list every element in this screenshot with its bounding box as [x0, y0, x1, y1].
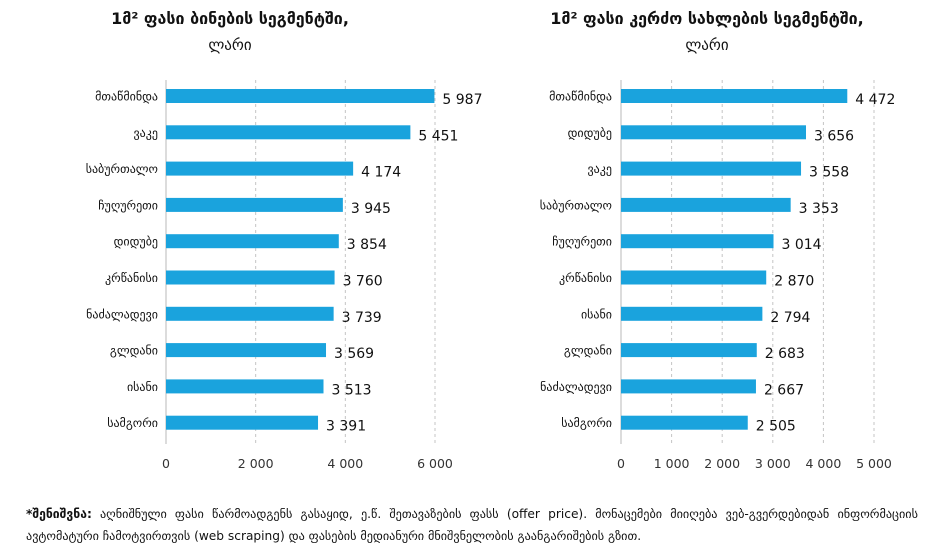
x-tick-label: 4 000	[806, 456, 842, 471]
chart-2: 1მ² ფასი კერძო სახლების სეგმენტში, ლარი 0 1…	[540, 9, 896, 471]
value-label: 3 569	[334, 346, 374, 362]
category-label: მთაწმინდა	[549, 90, 612, 104]
bar	[166, 161, 354, 176]
value-label: 4 174	[361, 165, 401, 181]
value-label: 3 739	[342, 310, 382, 326]
value-label: 3 014	[782, 237, 822, 253]
category-label: საბურთალო	[540, 198, 612, 212]
category-label: ჩუღურეთი	[552, 235, 612, 249]
value-label: 4 472	[855, 92, 895, 108]
category-label: დიდუბე	[114, 235, 158, 249]
x-tick-label: 2 000	[238, 456, 274, 471]
value-label: 2 505	[756, 419, 796, 435]
chart-title: 1მ² ფასი ბინების სეგმენტში,	[111, 9, 349, 28]
category-label: ნაძალადევი	[540, 380, 612, 394]
chart-1: 1მ² ფასი ბინების სეგმენტში, ლარი 0 2 000 4 0…	[86, 9, 483, 471]
bar	[166, 343, 327, 358]
value-label: 5 987	[442, 92, 482, 108]
category-label: მთაწმინდა	[95, 90, 158, 104]
x-tick-label: 1 000	[654, 456, 690, 471]
chart-subtitle: ლარი	[208, 36, 252, 54]
x-tick-label: 4 000	[327, 456, 363, 471]
bar	[621, 270, 767, 285]
value-label: 2 794	[770, 310, 810, 326]
bar	[621, 415, 748, 430]
bar	[166, 125, 411, 140]
chart-subtitle: ლარი	[685, 36, 729, 54]
value-label: 3 945	[351, 201, 391, 217]
x-tick-label: 3 000	[755, 456, 791, 471]
category-label: გლდანი	[564, 344, 612, 358]
value-label: 2 667	[764, 382, 804, 398]
category-label: სამგორი	[107, 416, 158, 430]
category-label: ნაძალადევი	[86, 307, 158, 321]
bar	[621, 161, 802, 176]
x-tick-label: 0	[162, 456, 170, 471]
bar	[621, 343, 757, 358]
value-label: 3 513	[331, 382, 371, 398]
footnote: *შენიშვნა: აღნიშნული ფასი წარმოადგენს გა…	[26, 503, 918, 547]
value-label: 3 391	[326, 419, 366, 435]
footnote-label: *შენიშვნა:	[26, 507, 92, 521]
value-label: 2 683	[765, 346, 805, 362]
category-label: ვაკე	[588, 162, 612, 176]
x-tick-label: 2 000	[704, 456, 740, 471]
value-label: 2 870	[774, 274, 814, 290]
value-label: 3 854	[347, 237, 387, 253]
bar	[166, 89, 435, 103]
bar	[166, 415, 319, 430]
category-label: ჩუღურეთი	[98, 198, 158, 212]
bar	[166, 270, 335, 285]
category-label: ისანი	[127, 380, 158, 394]
value-label: 3 558	[809, 165, 849, 181]
footnote-text: აღნიშნული ფასი წარმოადგენს გასაყიდ, ე.წ.…	[26, 507, 918, 543]
bar	[621, 306, 763, 321]
bar	[166, 234, 339, 249]
x-tick-label: 6 000	[417, 456, 453, 471]
category-label: კრწანისი	[559, 271, 612, 285]
bar	[621, 234, 774, 249]
bar	[166, 379, 324, 394]
category-label: გლდანი	[110, 344, 158, 358]
value-label: 3 353	[799, 201, 839, 217]
value-label: 5 451	[418, 128, 458, 144]
category-label: დიდუბე	[568, 126, 612, 140]
value-label: 3 760	[343, 274, 383, 290]
bar	[621, 125, 806, 140]
bar	[621, 89, 848, 103]
bar	[166, 197, 343, 212]
category-label: ისანი	[581, 307, 612, 321]
value-label: 3 656	[814, 128, 854, 144]
chart-title: 1მ² ფასი კერძო სახლების სეგმენტში,	[550, 9, 864, 28]
bar	[621, 379, 756, 394]
category-label: სამგორი	[561, 416, 612, 430]
bar	[166, 306, 334, 321]
x-tick-label: 0	[617, 456, 625, 471]
x-tick-label: 5 000	[856, 456, 892, 471]
category-label: კრწანისი	[105, 271, 158, 285]
bar	[621, 197, 791, 212]
category-label: საბურთალო	[86, 162, 158, 176]
category-label: ვაკე	[134, 126, 158, 140]
